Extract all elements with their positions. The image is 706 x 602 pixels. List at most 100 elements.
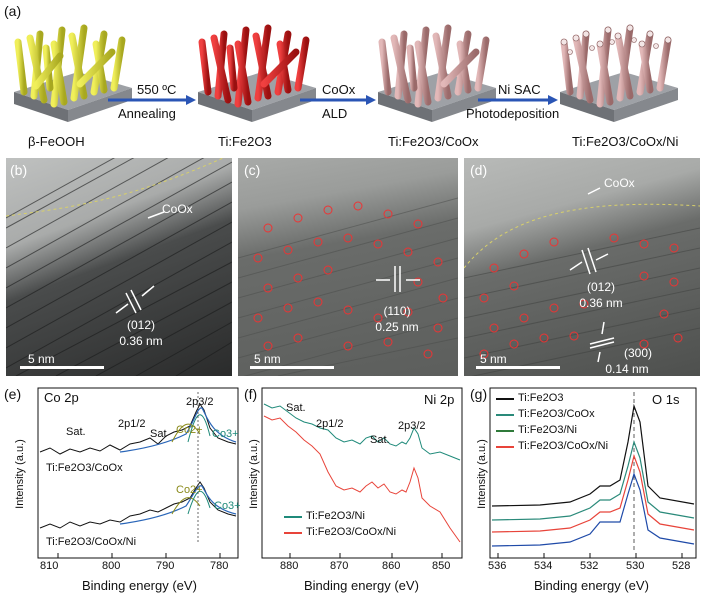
panel-f-legend-swatch-2 bbox=[284, 532, 302, 534]
panel-c-letter: (c) bbox=[244, 162, 261, 178]
panel-d-plane1: (012) bbox=[586, 280, 615, 294]
step-2-top: CoOx bbox=[322, 82, 356, 97]
panel-d-tem-image bbox=[464, 158, 700, 376]
panel-g-legend-swatch-1 bbox=[496, 398, 514, 400]
step-1-top: 550 ºC bbox=[137, 82, 177, 97]
panel-b-tem-image bbox=[6, 158, 232, 376]
panel-e-axes bbox=[37, 387, 239, 559]
panel-f-sat2: Sat. bbox=[370, 434, 390, 446]
panel-f-xtick-1: 870 bbox=[330, 560, 349, 572]
panel-g-xtick-3: 530 bbox=[626, 560, 645, 572]
panel-c-tem-image bbox=[238, 158, 458, 376]
panel-g-curve-fe2o3 bbox=[491, 403, 695, 507]
panel-g-legend-1: Ti:Fe2O3 bbox=[518, 392, 564, 404]
panel-g-xlabel: Binding energy (eV) bbox=[534, 578, 649, 593]
panel-g-curve-coox bbox=[491, 439, 695, 521]
rods-yellow bbox=[14, 24, 126, 108]
panel-f-sat1: Sat. bbox=[286, 402, 306, 414]
panel-d-plane2: (300) bbox=[623, 346, 652, 360]
panel-b-scale: 5 nm bbox=[28, 352, 55, 366]
panel-a-letter: (a) bbox=[4, 3, 22, 19]
step-3-bottom: Photodeposition bbox=[466, 106, 560, 121]
spectra-plots bbox=[37, 387, 697, 559]
panel-b-letter: (b) bbox=[10, 162, 28, 178]
panel-f-legend-1: Ti:Fe2O3/Ni bbox=[306, 510, 365, 522]
panel-g-legend-swatch-4 bbox=[496, 446, 514, 448]
panel-b-coox-label: CoOx bbox=[162, 202, 193, 216]
ni-beads bbox=[560, 24, 672, 55]
panel-e-xtick-3: 780 bbox=[210, 560, 229, 572]
panel-f-title: Ni 2p bbox=[424, 392, 455, 407]
panel-f-spectrum-ni bbox=[263, 403, 461, 461]
panel-e-sat2: Sat bbox=[150, 428, 167, 440]
rods-pink bbox=[378, 24, 490, 108]
panel-e-co2-top: Co2+ bbox=[176, 424, 203, 436]
panel-d-letter: (d) bbox=[470, 162, 488, 178]
panel-g-legend-swatch-2 bbox=[496, 414, 514, 416]
panel-f-ylabel: Intensity (a.u.) bbox=[248, 439, 260, 509]
panel-g-legend-4: Ti:Fe2O3/CoOx/Ni bbox=[518, 440, 609, 452]
sample-1-label: β-FeOOH bbox=[28, 134, 85, 149]
panel-e-xlabel: Binding energy (eV) bbox=[82, 578, 197, 593]
panel-g-xtick-2: 532 bbox=[580, 560, 599, 572]
panel-f-letter: (f) bbox=[244, 386, 258, 402]
panel-g-legend-2: Ti:Fe2O3/CoOx bbox=[518, 408, 595, 420]
panel-e-title: Co 2p bbox=[44, 390, 79, 405]
panel-c-dspacing: 0.25 nm bbox=[375, 320, 419, 334]
step-2-bottom: ALD bbox=[322, 106, 348, 121]
panel-d-coox-label: CoOx bbox=[604, 176, 635, 190]
panel-g-xtick-1: 534 bbox=[534, 560, 553, 572]
panel-d-atom-circles bbox=[479, 233, 683, 359]
panel-e-ylabel: Intensity (a.u.) bbox=[14, 439, 26, 509]
step-3-top: Ni SAC bbox=[498, 82, 541, 97]
sample-4-label: Ti:Fe2O3/CoOx/Ni bbox=[572, 134, 679, 149]
panel-f-legend-2: Ti:Fe2O3/CoOx/Ni bbox=[306, 526, 397, 538]
panel-e-2p32: 2p3/2 bbox=[186, 396, 214, 408]
panel-f-xtick-2: 860 bbox=[382, 560, 401, 572]
panel-e-xtick-2: 790 bbox=[156, 560, 175, 572]
panel-e-co2-bottom: Co2+ bbox=[176, 484, 203, 496]
sample-3-label: Ti:Fe2O3/CoOx bbox=[388, 134, 479, 149]
panel-g-legend-3: Ti:Fe2O3/Ni bbox=[518, 424, 577, 436]
panel-c-atom-circles bbox=[253, 201, 448, 359]
panel-e-sat1: Sat. bbox=[66, 426, 86, 438]
panel-c-scale: 5 nm bbox=[254, 352, 281, 366]
process-arrows bbox=[108, 95, 558, 105]
panel-b-plane: (012) bbox=[126, 318, 155, 332]
panel-e-2p12: 2p1/2 bbox=[118, 418, 146, 430]
panel-g-axes bbox=[489, 387, 697, 559]
panel-f-spectrum-coox-ni bbox=[263, 415, 461, 543]
panel-a-schematic bbox=[14, 24, 678, 122]
sample-2-label: Ti:Fe2O3 bbox=[218, 134, 272, 149]
panel-e-series-1: Ti:Fe2O3/CoOx bbox=[46, 462, 123, 474]
panel-g-letter: (g) bbox=[470, 386, 488, 402]
panel-e-xtick-0: 810 bbox=[40, 560, 59, 572]
rods-red bbox=[198, 24, 310, 108]
panel-g-title: O 1s bbox=[652, 392, 680, 407]
panel-f-xtick-3: 850 bbox=[432, 560, 451, 572]
panel-g-ylabel: Intensity (a.u.) bbox=[476, 439, 488, 509]
panel-d-dspacing1: 0.36 nm bbox=[579, 296, 623, 310]
panel-e-xtick-1: 800 bbox=[102, 560, 121, 572]
panel-f-legend-swatch-1 bbox=[284, 516, 302, 518]
rods-pink-ni bbox=[560, 24, 672, 108]
panel-e-co3-bottom: Co3+ bbox=[214, 500, 241, 512]
panel-f-axes bbox=[261, 387, 463, 559]
panel-g-curve-coox-ni bbox=[491, 472, 695, 547]
panel-e-co3-top: Co3+ bbox=[212, 428, 239, 440]
panel-g-xtick-4: 528 bbox=[672, 560, 691, 572]
panel-g-legend-swatch-3 bbox=[496, 430, 514, 432]
panel-d-dspacing2: 0.14 nm bbox=[605, 362, 649, 376]
panel-e-letter: (e) bbox=[4, 386, 22, 402]
panel-b-dspacing: 0.36 nm bbox=[119, 334, 163, 348]
panel-e-series-2: Ti:Fe2O3/CoOx/Ni bbox=[46, 536, 137, 548]
panel-g-curve-ni bbox=[491, 453, 695, 533]
panel-f-xtick-0: 880 bbox=[280, 560, 299, 572]
panel-g-xtick-0: 536 bbox=[488, 560, 507, 572]
panel-d-scale: 5 nm bbox=[480, 352, 507, 366]
step-1-bottom: Annealing bbox=[118, 106, 176, 121]
panel-f-2p32: 2p3/2 bbox=[398, 420, 426, 432]
panel-c-plane: (110) bbox=[383, 304, 411, 318]
panel-f-xlabel: Binding energy (eV) bbox=[304, 578, 419, 593]
panel-f-2p12: 2p1/2 bbox=[316, 418, 344, 430]
